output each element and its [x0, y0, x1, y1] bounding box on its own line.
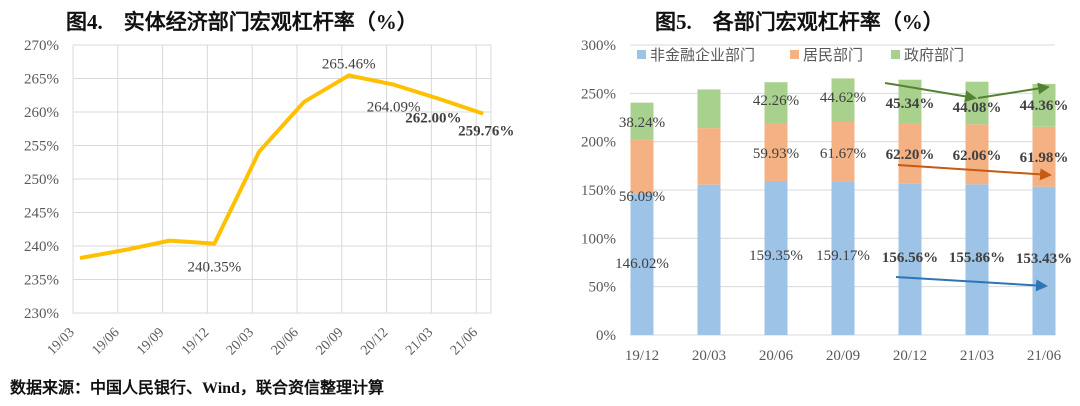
x-tick-label: 20/09 [313, 325, 346, 358]
bar-segment [630, 102, 654, 140]
bar-segment [898, 183, 922, 335]
y-tick-label: 255% [24, 139, 59, 155]
chart-title-right: 图5. 各部门宏观杠杆率（%） [655, 10, 944, 34]
data-label: 264.09% [367, 100, 421, 116]
bar-segment [697, 89, 721, 129]
data-label: 153.43% [1016, 251, 1072, 267]
x-tick-label: 21/03 [960, 348, 994, 364]
data-label: 42.26% [753, 93, 799, 109]
y-tick-label: 235% [24, 273, 59, 289]
data-label: 156.56% [882, 250, 938, 266]
data-label: 159.35% [749, 248, 803, 264]
data-label: 146.02% [615, 256, 669, 272]
source-note: 数据来源：中国人民银行、Wind，联合资信整理计算 [10, 380, 384, 397]
bar-segment [1032, 83, 1056, 127]
data-label: 45.34% [886, 96, 935, 112]
x-tick-label: 20/06 [759, 348, 794, 364]
y-tick-label: 240% [24, 239, 59, 255]
y-tick-label: 250% [24, 172, 59, 188]
x-tick-label: 20/03 [224, 325, 257, 358]
chart-title-left: 图4. 实体经济部门宏观杠杆率（%） [66, 10, 418, 34]
bar-segment [764, 82, 788, 124]
y-tick-label: 100% [581, 231, 616, 247]
legend-label: 非金融企业部门 [650, 46, 755, 64]
y-tick-label: 200% [581, 135, 616, 151]
y-tick-label: 300% [581, 38, 616, 54]
data-label: 56.09% [619, 189, 665, 205]
y-tick-label: 260% [24, 105, 59, 121]
trend-arrow [895, 276, 1048, 292]
x-tick-label: 20/09 [826, 348, 860, 364]
data-label: 159.17% [816, 248, 870, 264]
legend-swatch [637, 50, 646, 59]
data-label: 59.93% [753, 146, 799, 162]
y-tick-label: 0% [596, 328, 616, 344]
trend-arrow [884, 82, 977, 103]
y-tick-label: 50% [589, 280, 617, 296]
y-tick-label: 250% [581, 86, 616, 102]
bar-segment [831, 121, 855, 182]
legend-label: 政府部门 [904, 47, 964, 64]
y-tick-label: 270% [24, 38, 59, 54]
data-label: 62.20% [886, 147, 935, 163]
bar-segment [1032, 186, 1056, 335]
data-label: 44.62% [820, 90, 866, 106]
legend-swatch [790, 50, 799, 59]
bar-segment [630, 193, 654, 335]
data-label: 240.35% [188, 260, 242, 276]
x-tick-label: 19/12 [179, 325, 212, 358]
bar-segment [764, 123, 788, 181]
x-tick-label: 19/09 [134, 325, 167, 358]
data-label: 61.67% [820, 146, 866, 162]
trend-arrow [977, 82, 1050, 99]
x-tick-label: 19/06 [89, 325, 122, 358]
y-tick-label: 150% [581, 183, 616, 199]
series-line [79, 73, 484, 261]
x-tick-label: 21/06 [448, 325, 481, 358]
bar-segment [831, 78, 855, 122]
bar-segment [831, 181, 855, 335]
x-tick-label: 20/03 [692, 348, 726, 364]
y-tick-label: 265% [24, 72, 59, 88]
data-label: 44.36% [1020, 98, 1069, 114]
bar-segment [764, 180, 788, 335]
bar-segment [898, 123, 922, 184]
x-tick-label: 20/12 [893, 348, 927, 364]
data-label: 259.76% [458, 124, 514, 140]
x-tick-label: 21/03 [403, 325, 436, 358]
x-tick-label: 19/12 [625, 348, 659, 364]
data-label: 155.86% [949, 250, 1005, 266]
legend-label: 居民部门 [803, 47, 863, 64]
y-tick-label: 230% [24, 306, 59, 322]
x-tick-label: 20/06 [269, 325, 302, 358]
bar-segment [697, 184, 721, 335]
data-label: 262.00% [405, 111, 461, 127]
bar-segment [965, 184, 989, 335]
x-tick-label: 20/12 [358, 325, 391, 358]
bar-segment [630, 139, 654, 194]
data-label: 265.46% [322, 56, 376, 72]
data-label: 44.08% [953, 100, 1002, 116]
legend-swatch [891, 50, 900, 59]
x-tick-label: 21/06 [1027, 348, 1062, 364]
trend-arrow [897, 164, 1052, 181]
data-label: 61.98% [1020, 150, 1069, 166]
data-label: 62.06% [953, 148, 1002, 164]
bar-segment [697, 128, 721, 185]
bar-segment [898, 79, 922, 124]
y-tick-label: 245% [24, 206, 59, 222]
x-tick-label: 19/03 [45, 325, 78, 358]
data-label: 38.24% [619, 115, 665, 131]
